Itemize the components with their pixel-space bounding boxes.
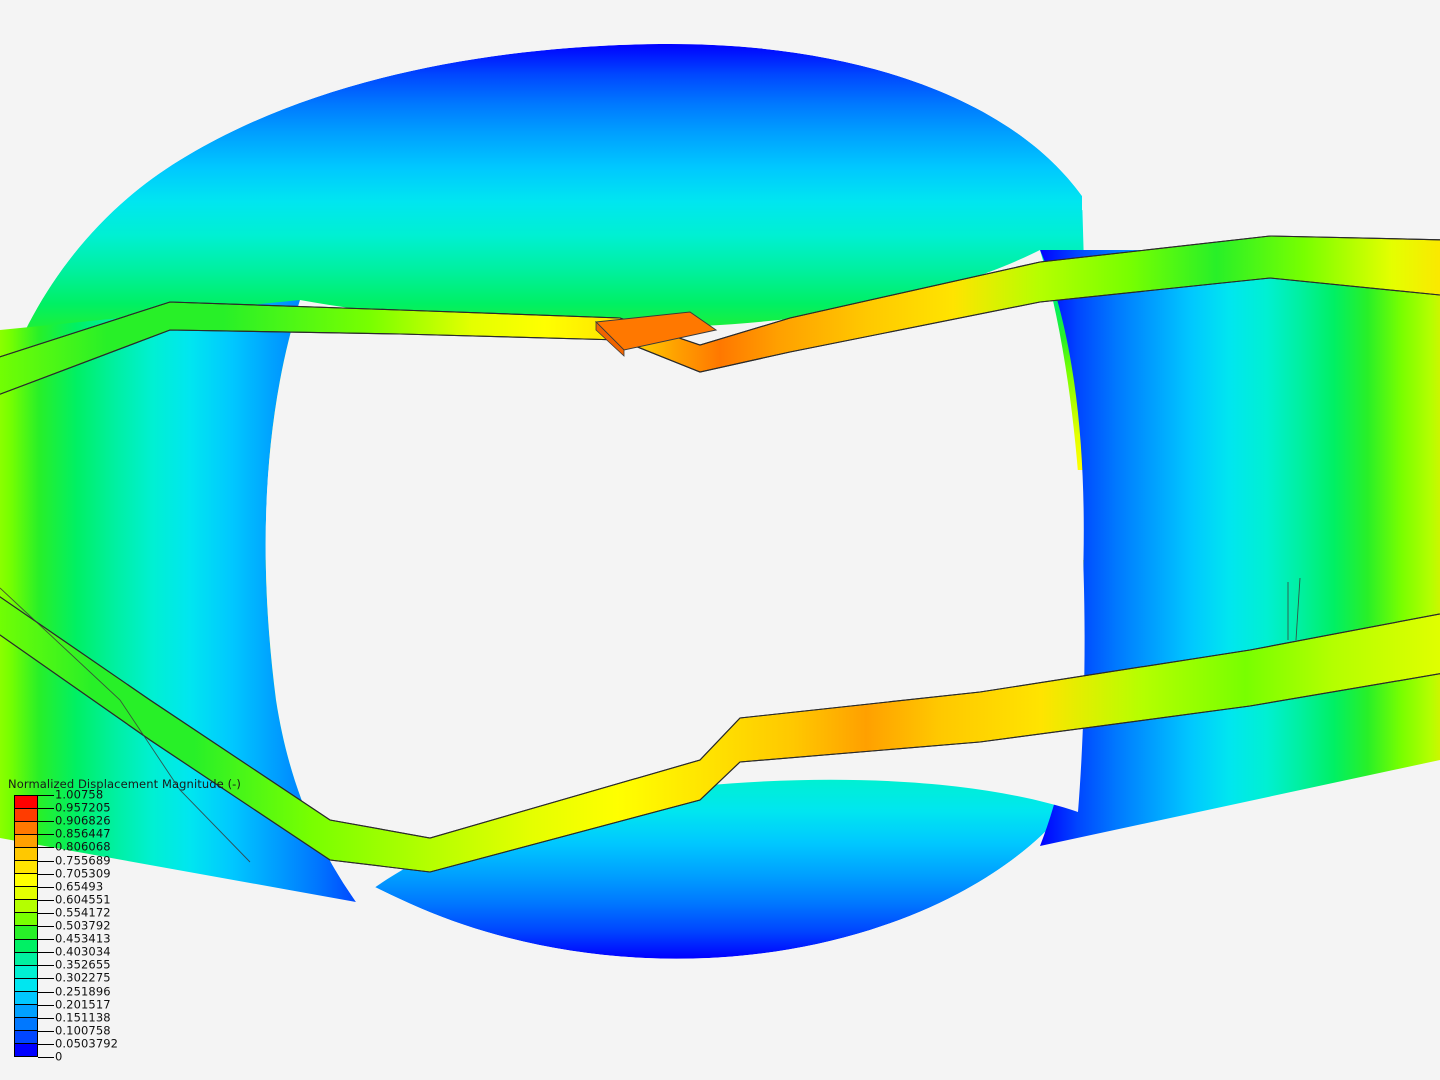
upper-peak-facet <box>594 311 718 357</box>
legend-tick-19 <box>38 1043 54 1045</box>
legend-label-7: 0.65493 <box>55 878 104 893</box>
legend-tick-14 <box>38 978 54 980</box>
legend-label-0: 1.00758 <box>55 787 104 802</box>
legend-label-13: 0.352655 <box>55 957 111 972</box>
legend-swatch-7[interactable] <box>15 887 37 901</box>
upper-flange <box>0 235 1440 395</box>
legend-label-10: 0.503792 <box>55 918 111 933</box>
legend-swatch-17[interactable] <box>15 1017 37 1031</box>
legend-swatch-13[interactable] <box>15 965 37 979</box>
legend-label-19: 0.0503792 <box>55 1036 119 1051</box>
legend-tick-0 <box>38 795 54 796</box>
legend-label-17: 0.151138 <box>55 1009 111 1024</box>
legend-label-5: 0.755689 <box>55 852 111 867</box>
legend-swatch-3[interactable] <box>15 835 37 849</box>
legend-tick-7 <box>38 886 54 888</box>
legend-swatch-11[interactable] <box>15 939 37 953</box>
legend-swatch-9[interactable] <box>15 913 37 927</box>
legend-swatch-14[interactable] <box>15 978 37 992</box>
legend-label-18: 0.100758 <box>55 1023 111 1038</box>
legend-label-20: 0 <box>55 1049 63 1064</box>
legend-tick-group: 1.00758 0.957205 0.906826 0.856447 0.806068 0… <box>14 789 240 1062</box>
legend-swatch-16[interactable] <box>15 1004 37 1018</box>
right-web <box>1040 250 1440 846</box>
legend-swatch-6[interactable] <box>15 874 37 888</box>
legend-swatch-8[interactable] <box>15 900 37 914</box>
legend-swatch-2[interactable] <box>15 822 37 836</box>
legend-tick-4 <box>38 847 54 849</box>
mesh-seam-lines <box>0 577 1301 863</box>
legend-tick-15 <box>38 991 54 993</box>
legend-tick-10 <box>38 926 54 927</box>
legend-label-9: 0.554172 <box>55 905 111 920</box>
legend-tick-6 <box>38 873 54 875</box>
legend-tick-17 <box>38 1017 54 1019</box>
legend-swatch-4[interactable] <box>15 848 37 862</box>
legend-label-16: 0.201517 <box>55 996 111 1011</box>
legend-tick-12 <box>38 952 54 954</box>
legend-tick-16 <box>38 1004 54 1006</box>
right-web-band <box>1040 250 1440 846</box>
legend-label-14: 0.302275 <box>55 970 111 985</box>
legend-tick-13 <box>38 965 54 967</box>
legend-swatch-0[interactable] <box>15 796 37 810</box>
legend-label-3: 0.856447 <box>55 826 111 841</box>
legend-label-15: 0.251896 <box>55 983 111 998</box>
legend-swatch-18[interactable] <box>15 1030 37 1044</box>
legend-tick-5 <box>38 860 54 862</box>
legend-label-8: 0.604551 <box>55 892 111 907</box>
legend-tick-8 <box>38 899 54 901</box>
legend-body: 1.00758 0.957205 0.906826 0.856447 0.806068 0… <box>14 789 240 1078</box>
upper-flange-bottom-edge <box>0 277 1440 395</box>
legend-label-2: 0.906826 <box>55 813 111 828</box>
legend-label-12: 0.403034 <box>55 944 111 959</box>
legend-swatch-1[interactable] <box>15 809 37 823</box>
legend-swatch-10[interactable] <box>15 926 37 940</box>
lower-flange-top-edge <box>0 596 1440 839</box>
legend-swatch-19[interactable] <box>15 1043 37 1056</box>
seam-left-lower <box>0 587 251 863</box>
lower-flange <box>0 596 1440 873</box>
legend-label-4: 0.806068 <box>55 839 111 854</box>
color-legend[interactable]: Normalized Displacement Magnitude (-) 1.… <box>4 777 241 1078</box>
legend-label-1: 0.957205 <box>55 800 111 815</box>
legend-swatch-12[interactable] <box>15 952 37 966</box>
legend-tick-3 <box>38 834 54 836</box>
legend-label-11: 0.453413 <box>55 931 111 946</box>
legend-label-6: 0.705309 <box>55 865 111 880</box>
legend-swatch-5[interactable] <box>15 861 37 875</box>
peak-facet-side <box>595 321 625 357</box>
legend-tick-1 <box>38 808 54 810</box>
upper-flange-top-edge <box>0 235 1440 358</box>
legend-swatch-15[interactable] <box>15 991 37 1005</box>
legend-color-bar[interactable] <box>14 795 38 1057</box>
model-body <box>0 43 1440 959</box>
legend-tick-11 <box>38 939 54 941</box>
legend-tick-20 <box>38 1057 54 1058</box>
legend-title: Normalized Displacement Magnitude (-) <box>8 777 241 791</box>
lower-flange-bottom-edge <box>0 634 1440 873</box>
legend-tick-9 <box>38 912 54 914</box>
legend-tick-2 <box>38 821 54 823</box>
seam-right-mid <box>1295 577 1301 641</box>
legend-tick-18 <box>38 1030 54 1032</box>
